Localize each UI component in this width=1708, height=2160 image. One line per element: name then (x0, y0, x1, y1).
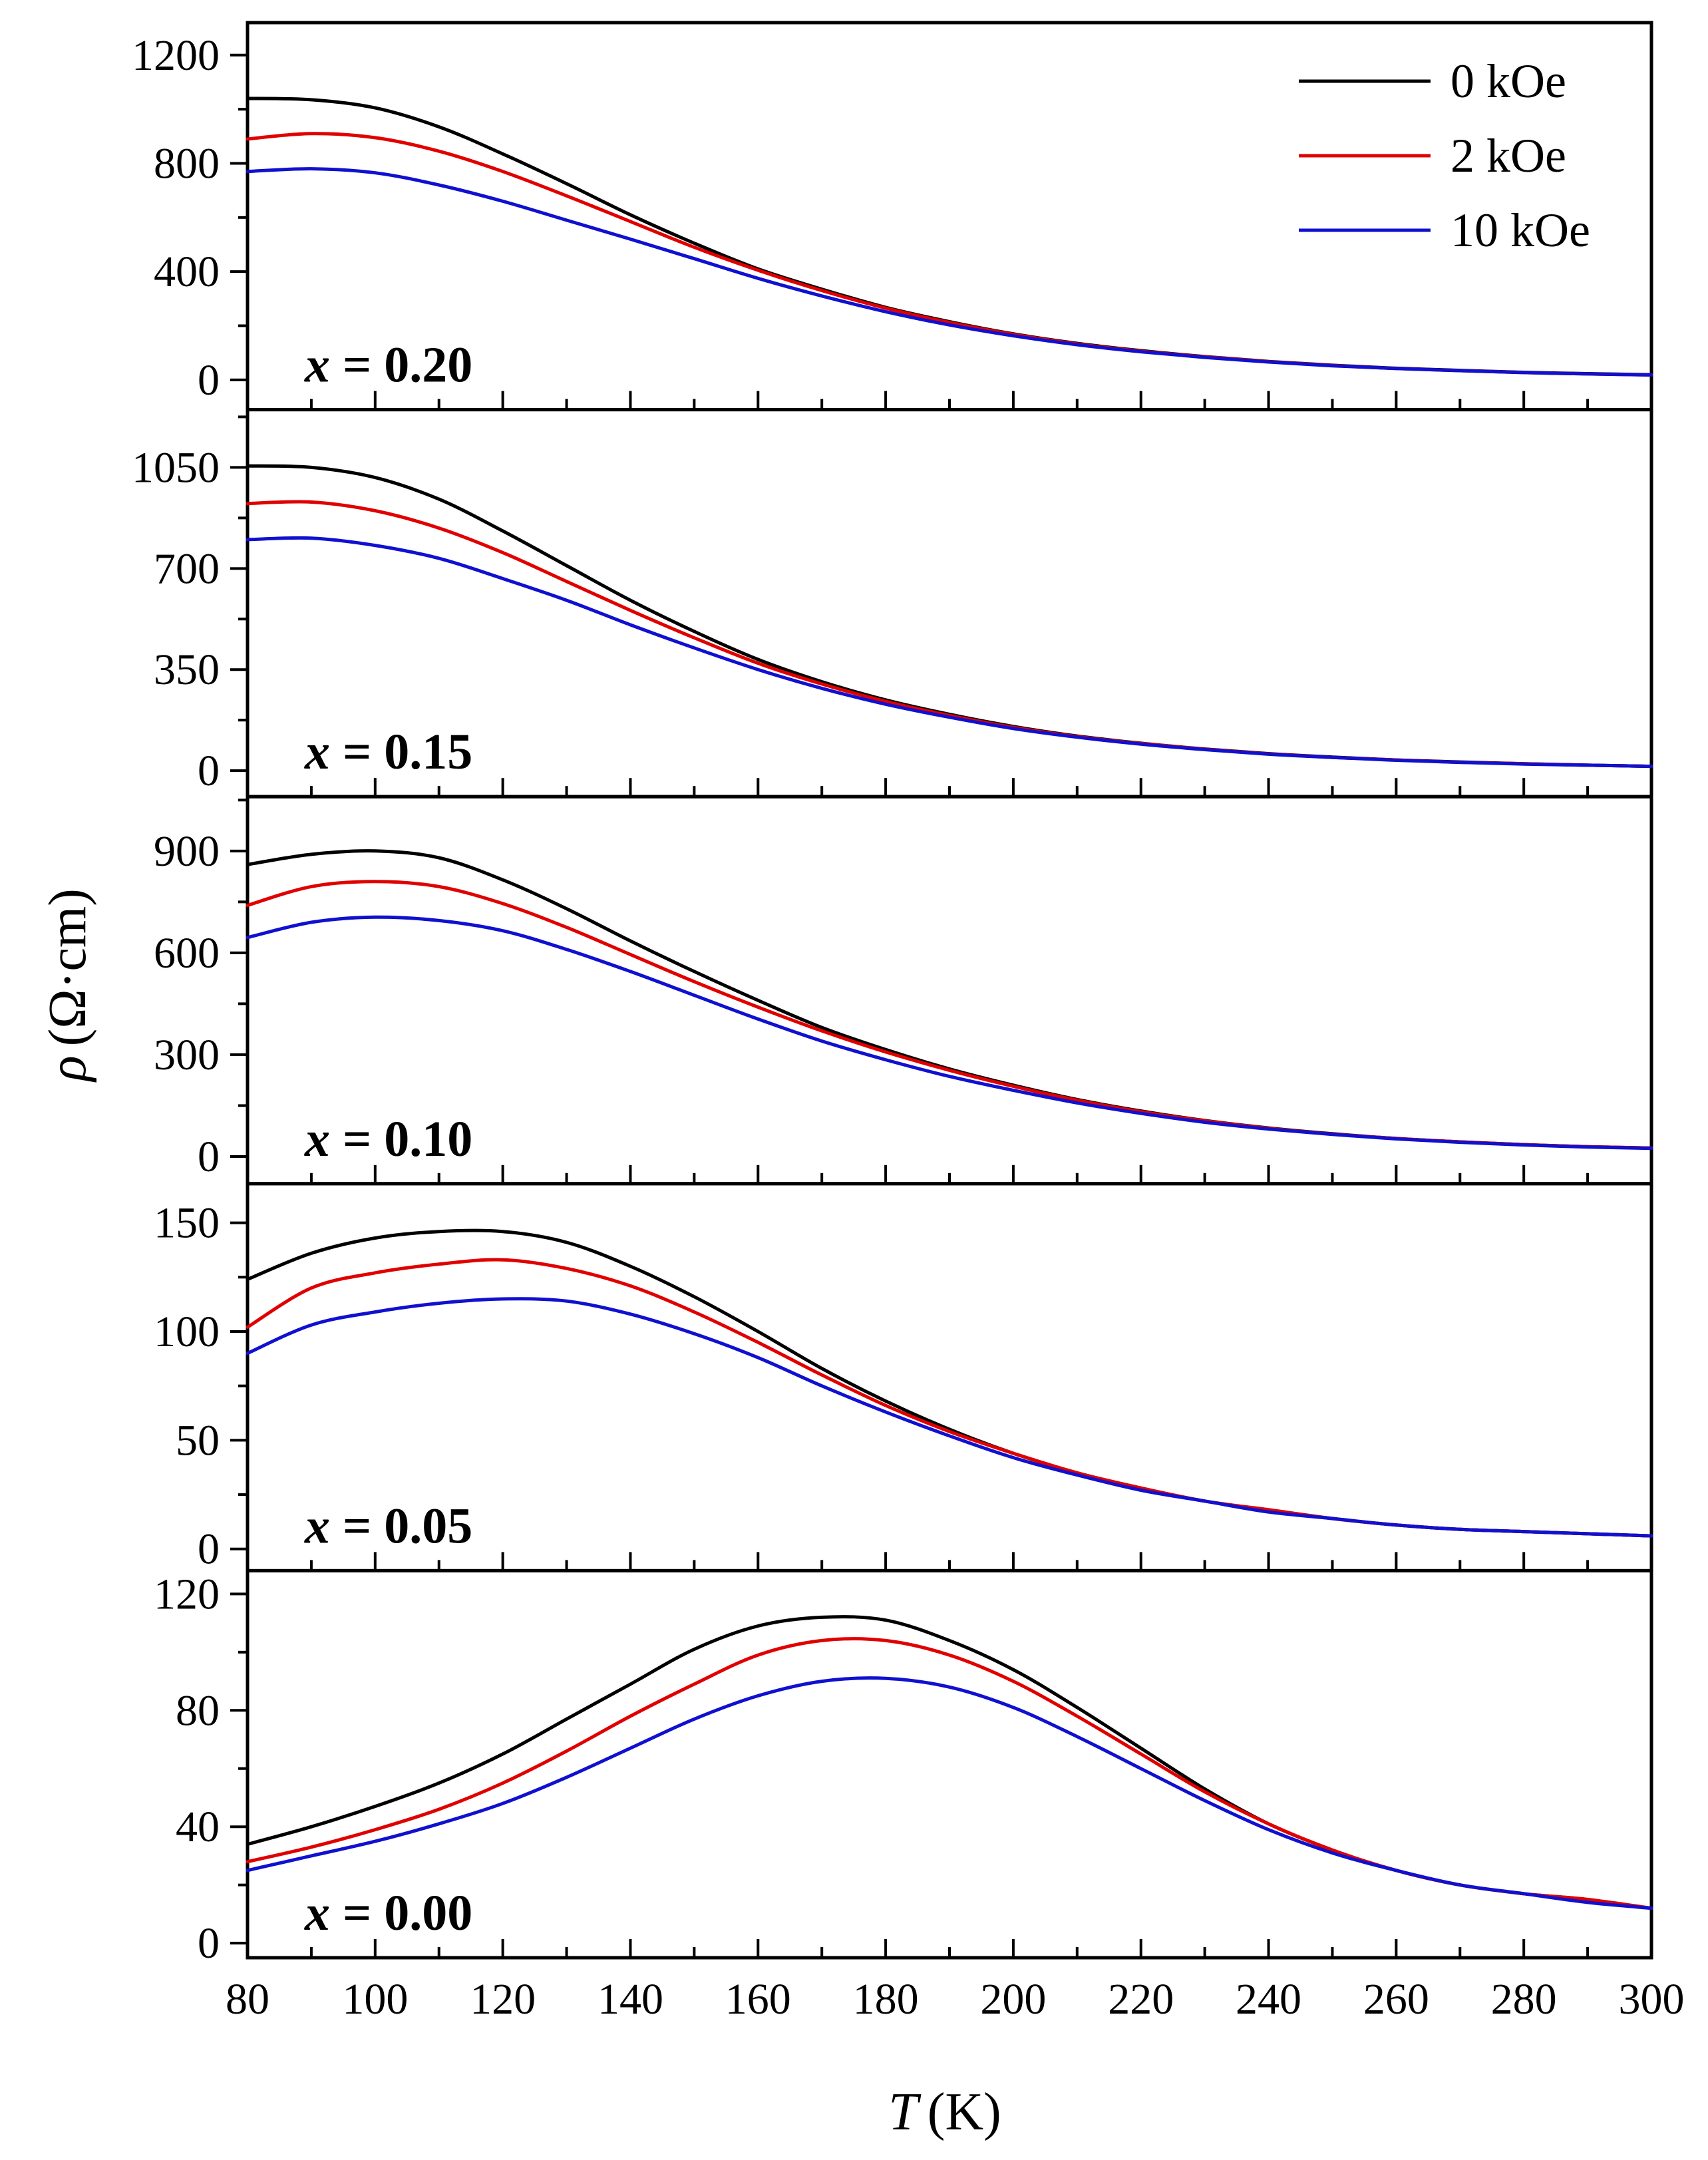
y-tick-label: 0 (198, 747, 220, 795)
x-tick-label: 260 (1363, 1975, 1429, 2024)
y-tick-label: 300 (154, 1031, 220, 1079)
series-line-10koe (246, 1297, 1653, 1538)
x-tick-label: 140 (598, 1975, 663, 2024)
y-tick-label: 0 (198, 1525, 220, 1574)
y-tick-label: 0 (198, 1133, 220, 1181)
x-tick-label: 160 (725, 1975, 791, 2024)
panel-label: x = 0.20 (304, 337, 472, 393)
y-tick-label: 900 (154, 827, 220, 876)
legend-label-2koe: 2 kOe (1451, 129, 1566, 182)
x-axis-title: T (K) (888, 2083, 1001, 2141)
y-tick-label: 80 (176, 1686, 220, 1735)
y-tick-label: 40 (176, 1803, 220, 1851)
legend-label-0koe: 0 kOe (1451, 55, 1566, 108)
y-tick-label: 1050 (132, 443, 220, 492)
x-tick-label: 220 (1108, 1975, 1174, 2024)
legend: 0 kOe 2 kOe 10 kOe (1299, 55, 1590, 257)
y-axis-title: ρ(Ω·cm) (39, 888, 97, 1083)
y-tick-label: 50 (176, 1416, 220, 1465)
y-tick-label: 0 (198, 356, 220, 405)
y-tick-label: 700 (154, 544, 220, 593)
panel-x-010: 0 300 600 900 x = 0.10 (154, 795, 1653, 1186)
y-tick-label: 120 (154, 1570, 220, 1618)
y-tick-label: 1200 (132, 31, 220, 80)
panel-label: x = 0.05 (304, 1498, 472, 1554)
x-tick-label: 240 (1236, 1975, 1301, 2024)
x-tick-label: 200 (980, 1975, 1046, 2024)
y-tick-label: 600 (154, 929, 220, 978)
series-line-10koe (246, 167, 1653, 377)
panel-label: x = 0.00 (304, 1885, 472, 1941)
series-line-10koe (246, 536, 1653, 769)
x-tick-label: 180 (853, 1975, 919, 2024)
y-tick-label: 100 (154, 1308, 220, 1356)
y-tick-label: 800 (154, 139, 220, 188)
panel-x-020: 0 400 800 1200 x = 0.20 (132, 21, 1653, 412)
y-tick-label: 150 (154, 1199, 220, 1248)
x-tick-label: 280 (1491, 1975, 1557, 2024)
panel-x-000: 0 40 80 120 x = 0.00 (154, 1568, 1653, 1968)
series-line-10koe (246, 1676, 1653, 1910)
y-tick-label: 400 (154, 248, 220, 296)
y-tick-label: 350 (154, 645, 220, 694)
x-tick-label: 120 (470, 1975, 536, 2024)
x-tick-label: 100 (342, 1975, 408, 2024)
x-axis: 80 100 120 140 160 180 200 220 240 260 280 300 (226, 1975, 1685, 2024)
x-tick-label: 80 (226, 1975, 269, 2024)
series-line-10koe (246, 915, 1653, 1151)
panel-label: x = 0.10 (304, 1111, 472, 1167)
panel-label: x = 0.15 (304, 724, 472, 780)
x-tick-label: 300 (1619, 1975, 1685, 2024)
y-tick-label: 0 (198, 1919, 220, 1968)
panel-x-015: 0 350 700 1050 x = 0.15 (132, 408, 1653, 799)
legend-label-10koe: 10 kOe (1451, 204, 1590, 257)
